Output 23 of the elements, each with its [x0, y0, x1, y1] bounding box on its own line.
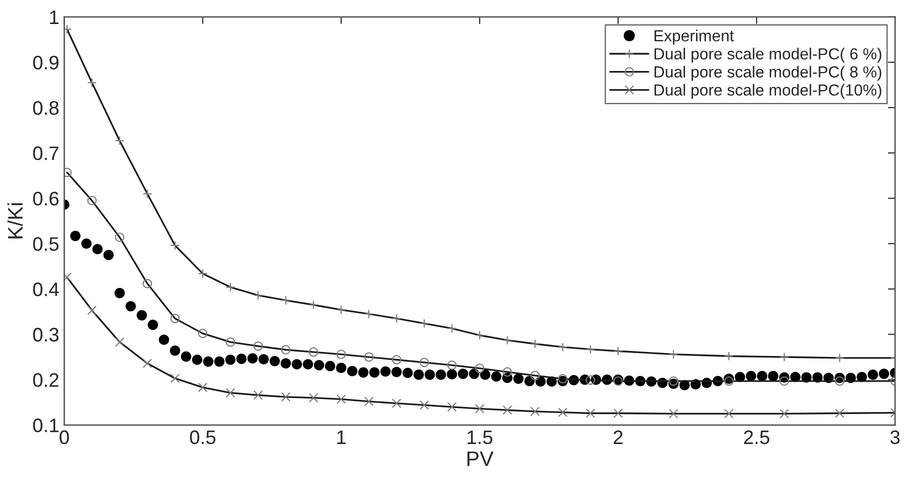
x-tick-label: 1.5: [468, 430, 492, 444]
y-tick-label: 0.7: [33, 146, 58, 160]
y-tick-label: 0.4: [33, 282, 59, 296]
legend-label: Dual pore scale model-PC( 6 %): [654, 48, 882, 63]
y-tick-label: 1: [50, 10, 58, 24]
y-tick-label: 0.1: [33, 418, 58, 432]
y-axis-title: K/Ki: [7, 203, 23, 238]
y-tick-label: 0.8: [33, 101, 59, 115]
x-tick-label: 3: [890, 430, 900, 444]
x-tick-label: 2: [614, 430, 623, 444]
y-tick-label: 0.2: [33, 373, 58, 387]
legend-label: Experiment: [654, 30, 734, 45]
y-tick-label: 0.6: [33, 192, 59, 206]
y-tick-label: 0.3: [33, 328, 59, 342]
x-tick-label: 1: [337, 430, 346, 444]
x-tick-label: 0: [60, 430, 69, 444]
x-tick-label: 0.5: [190, 430, 216, 444]
x-axis-title: PV: [467, 452, 494, 466]
legend-label: Dual pore scale model-PC(10%): [654, 84, 882, 99]
x-tick-label: 2.5: [744, 430, 770, 444]
legend-label: Dual pore scale model-PC( 8 %): [654, 66, 882, 81]
y-tick-label: 0.5: [33, 237, 59, 251]
y-tick-label: 0.9: [33, 56, 58, 70]
